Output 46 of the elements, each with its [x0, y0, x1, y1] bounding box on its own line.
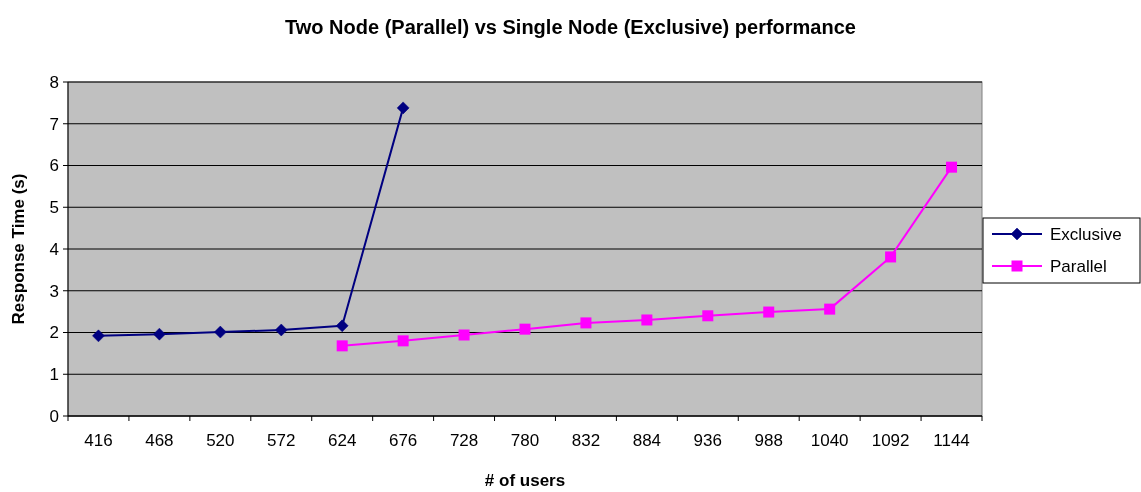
- x-tick-label: 936: [693, 431, 722, 450]
- point: [214, 325, 227, 339]
- point: [275, 323, 288, 337]
- x-tick-label: 676: [388, 431, 418, 450]
- point: [702, 310, 714, 322]
- y-tick-label: 4: [49, 239, 59, 259]
- y-tick-label: 8: [49, 72, 59, 92]
- point: [519, 323, 531, 335]
- x-tick-label: 416: [84, 431, 113, 450]
- x-tick-label: 780: [510, 431, 540, 450]
- y-tick-label: 1: [49, 365, 59, 385]
- x-tick-label: 728: [449, 431, 479, 450]
- point: [763, 306, 775, 318]
- y-tick-label: 3: [49, 281, 59, 301]
- chart-title: Two Node (Parallel) vs Single Node (Exclusive) performance: [285, 16, 856, 38]
- point: [336, 340, 348, 352]
- x-axis-title: # of users: [484, 471, 566, 490]
- point: [580, 317, 592, 329]
- point: [946, 161, 958, 173]
- x-tick-label: 988: [754, 431, 783, 450]
- x-tick-label: 572: [267, 431, 296, 450]
- x-tick-label: 624: [328, 431, 357, 450]
- y-tick-label: 6: [49, 156, 59, 176]
- x-tick-label: 1040: [810, 431, 849, 450]
- point: [335, 319, 349, 333]
- y-axis-title: Response Time (s): [9, 173, 28, 325]
- x-tick-label: 884: [632, 431, 662, 450]
- legend-label: Exclusive: [1050, 224, 1122, 244]
- point: [458, 329, 470, 341]
- x-tick-label: 1144: [933, 431, 970, 450]
- y-tick-label: 2: [49, 323, 59, 343]
- y-tick-label: 5: [49, 198, 59, 218]
- x-tick-label: 1092: [871, 431, 910, 450]
- x-tick-label: 832: [571, 431, 601, 450]
- x-tick-label: 468: [145, 431, 174, 450]
- legend-label: Parallel: [1050, 256, 1107, 276]
- point: [824, 303, 836, 315]
- point: [397, 335, 409, 347]
- point: [885, 251, 897, 263]
- y-tick-label: 0: [49, 406, 59, 426]
- point: [92, 329, 105, 343]
- point: [396, 101, 410, 115]
- x-tick-label: 520: [206, 431, 235, 450]
- point: [153, 327, 166, 341]
- y-tick-label: 7: [49, 114, 59, 134]
- point: [641, 314, 653, 326]
